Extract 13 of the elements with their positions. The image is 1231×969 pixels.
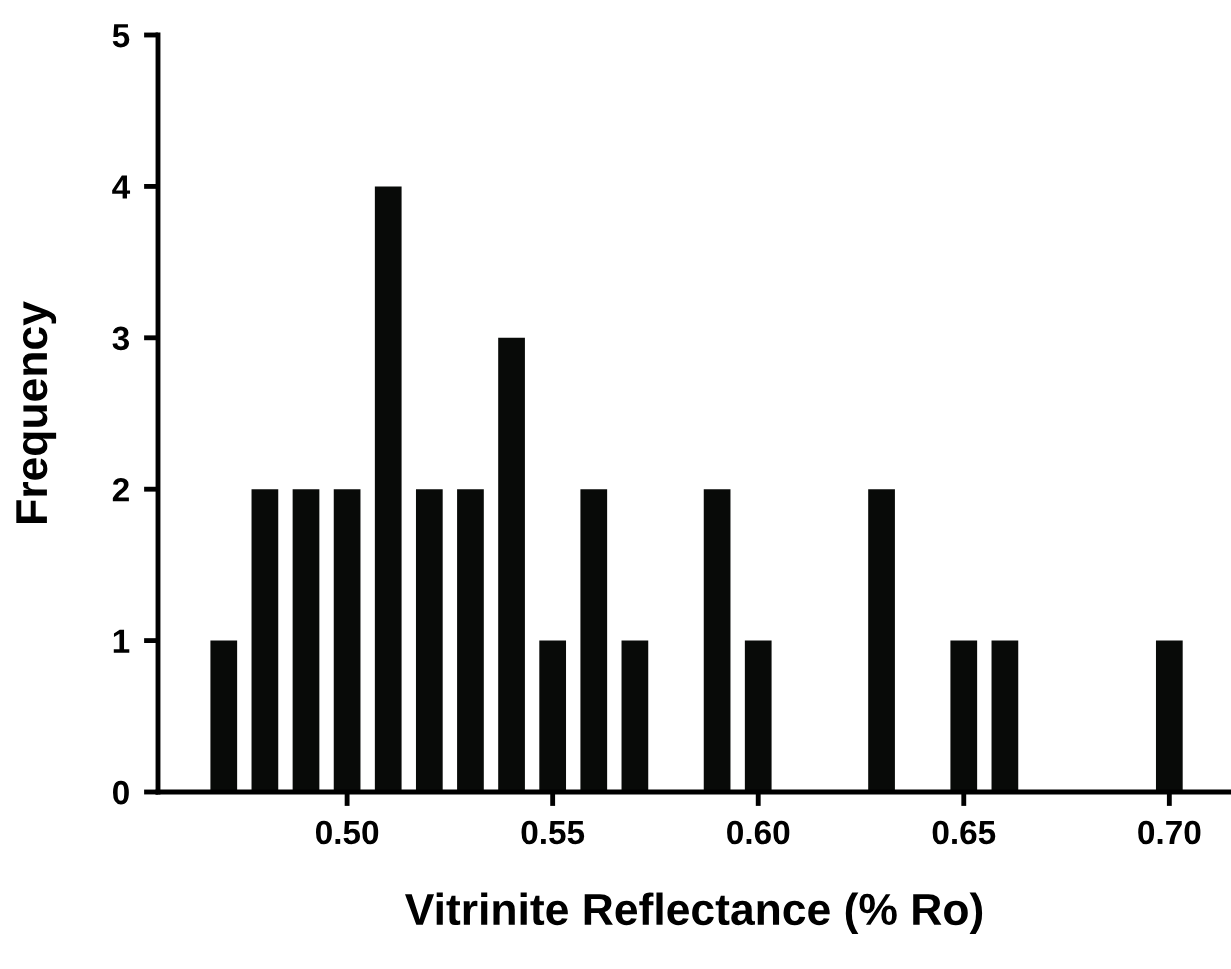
y-axis-title: Frequency (16, 301, 57, 523)
x-tick-label: 0.60 (727, 820, 790, 845)
y-tick-label: 2 (112, 478, 129, 502)
x-tick-label: 0.70 (1138, 820, 1201, 845)
y-tick-label: 3 (112, 326, 130, 351)
y-tick-label: 4 (112, 175, 131, 199)
y-tick-label: 1 (113, 629, 130, 653)
y-tick-label: 5 (112, 24, 130, 48)
y-tick-label: 0 (113, 780, 129, 805)
x-axis-title: Vitrinite Reflectance (% Ro) (405, 892, 983, 934)
x-tick-label: 0.65 (932, 820, 996, 845)
x-tick-label: 0.50 (315, 820, 379, 845)
x-tick-label: 0.55 (521, 820, 585, 845)
